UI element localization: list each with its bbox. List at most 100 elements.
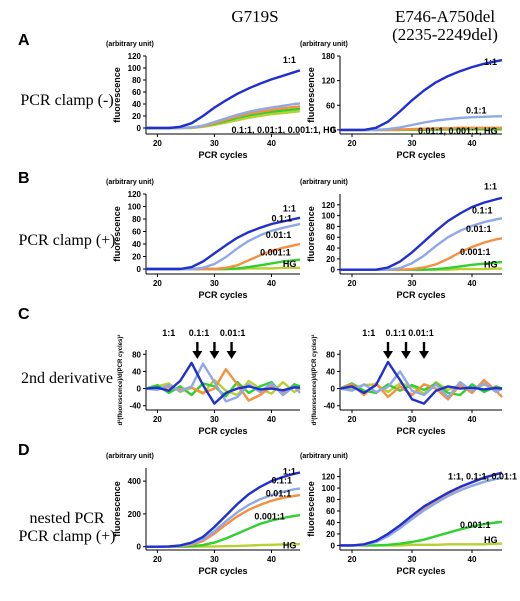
unit-label: (arbitrary unit) <box>106 179 154 186</box>
data-label: 1:1 <box>484 57 497 67</box>
y-tick-label: -40 <box>323 402 335 411</box>
y-tick-label: 0 <box>331 126 336 135</box>
x-tick-label: 40 <box>468 279 477 288</box>
arrow-head <box>226 351 237 359</box>
y-axis-title: fluorescence <box>112 206 122 262</box>
y-tick-label: 80 <box>132 76 141 85</box>
data-label: HG <box>283 541 297 551</box>
y-tick-label: 120 <box>128 190 142 199</box>
y-tick-label: 40 <box>326 367 335 376</box>
x-axis-title: PCR cycles <box>198 566 247 576</box>
series-line-c1 <box>339 360 503 405</box>
unit-label: (arbitrary unit) <box>300 41 348 48</box>
data-label: 0.01:1 <box>408 328 434 338</box>
y-axis-title: d²(fluorescence)/d(PCR cycles)² <box>311 335 318 426</box>
y-tick-label: 200 <box>128 510 142 519</box>
row-label-clamp-plus: PCR clamp (+) <box>18 232 116 249</box>
unit-label: (arbitrary unit) <box>300 179 348 186</box>
y-tick-label: 80 <box>326 222 335 231</box>
y-axis-title: fluorescence <box>112 67 122 123</box>
arrow-head <box>209 351 220 359</box>
y-tick-label: 0 <box>331 541 336 550</box>
data-label: 1:1 <box>283 204 296 214</box>
y-tick-label: 80 <box>326 496 335 505</box>
x-tick-label: 20 <box>153 279 162 288</box>
chart-d-e746: 0 20 40 60 80 100 120 20 30 40 PCR cycles (arbitrar… <box>300 453 517 576</box>
x-tick-label: 20 <box>153 139 162 148</box>
series-line-c01 <box>339 370 503 399</box>
data-label: 0.1:1 <box>466 105 487 115</box>
x-axis-title: PCR cycles <box>198 150 247 160</box>
data-label: 1:1, 0.1:1, 0.01:1 <box>448 471 517 481</box>
data-label: 0.1:1 <box>386 328 407 338</box>
y-tick-label: 100 <box>128 64 142 73</box>
data-label: 0.001:1 <box>260 247 291 257</box>
series-line-c1 <box>340 58 503 132</box>
y-tick-label: 120 <box>322 77 336 86</box>
unit-label: (arbitrary unit) <box>106 453 154 460</box>
data-label: 0.01:1 <box>220 328 246 338</box>
x-tick-label: 30 <box>210 279 219 288</box>
y-tick-label: 80 <box>132 350 141 359</box>
series-line-c1 <box>146 216 301 271</box>
x-tick-label: 20 <box>348 555 357 564</box>
data-label: HG <box>484 260 498 270</box>
data-label: HG <box>484 535 498 545</box>
data-label: 0.01:1 <box>466 224 492 234</box>
series-line-c1 <box>146 69 301 130</box>
series-line-c1 <box>145 361 301 405</box>
y-axis-title: d²(fluorescence)/d(PCR cycles)² <box>117 335 124 426</box>
x-tick-label: 30 <box>210 555 219 564</box>
data-label: 0.1:1 <box>271 214 292 224</box>
y-tick-label: 40 <box>132 240 141 249</box>
y-tick-label: 120 <box>322 201 336 210</box>
x-tick-label: 30 <box>408 555 417 564</box>
data-label: 1:1 <box>484 182 497 192</box>
data-label: 0.1:1 <box>271 476 292 486</box>
y-tick-label: 20 <box>326 530 335 539</box>
arrow-head <box>192 351 203 359</box>
y-tick-label: 0 <box>331 385 336 394</box>
series-line-c01 <box>340 476 503 547</box>
x-tick-label: 30 <box>210 415 219 424</box>
data-label: 0.01:1, 0.001:1, HG <box>418 126 498 136</box>
panel-letter-c: C <box>18 306 30 323</box>
y-tick-label: 60 <box>132 228 141 237</box>
y-tick-label: 120 <box>128 52 142 61</box>
y-axis-title: fluorescence <box>306 481 316 537</box>
x-tick-label: 20 <box>153 555 162 564</box>
x-axis-title: PCR cycles <box>198 426 247 436</box>
x-tick-label: 40 <box>267 279 276 288</box>
data-label: 1:1 <box>362 328 375 338</box>
x-tick-label: 20 <box>348 415 357 424</box>
series-line-c1 <box>340 196 503 271</box>
y-tick-label: 120 <box>322 473 336 482</box>
x-tick-label: 20 <box>153 415 162 424</box>
x-axis-title: PCR cycles <box>396 566 445 576</box>
data-label: 0.001:1 <box>460 247 491 257</box>
arrow-head <box>401 351 411 359</box>
x-axis-title: PCR cycles <box>396 426 445 436</box>
row-label-clamp-minus: PCR clamp (-) <box>20 92 114 109</box>
x-tick-label: 20 <box>348 139 357 148</box>
chart-c-g719s: -40 0 40 80 20 30 40 PCR cycles d²(fluorescence)… <box>117 328 301 436</box>
series-line-c1 <box>340 471 503 547</box>
x-tick-label: 40 <box>468 415 477 424</box>
data-label: 0.01:1 <box>266 489 292 499</box>
x-tick-label: 20 <box>348 279 357 288</box>
x-tick-label: 40 <box>468 555 477 564</box>
panel-letter-a: A <box>18 32 30 49</box>
data-label: 0.1:1 <box>472 205 493 215</box>
y-tick-label: 100 <box>322 212 336 221</box>
y-tick-label: 0 <box>137 543 142 552</box>
unit-label: (arbitrary unit) <box>300 453 348 460</box>
data-label: 1:1 <box>283 467 296 477</box>
y-tick-label: 40 <box>326 244 335 253</box>
x-tick-label: 30 <box>408 139 417 148</box>
arrow-head <box>383 351 393 359</box>
y-tick-label: 20 <box>132 112 141 121</box>
y-tick-label: 60 <box>326 233 335 242</box>
row-label-nested: nested PCR PCR clamp (+) <box>18 510 116 545</box>
y-tick-label: -40 <box>129 402 141 411</box>
y-tick-label: 60 <box>326 507 335 516</box>
